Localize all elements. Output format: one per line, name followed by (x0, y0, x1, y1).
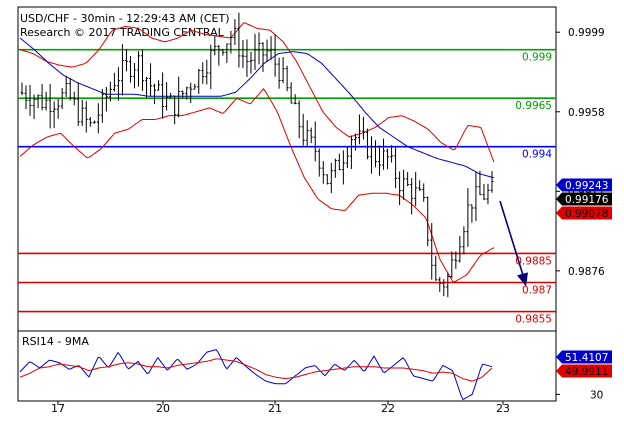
rsi-tag-1-label: 49.9911 (565, 366, 608, 378)
level-label-2: 0.994 (522, 149, 552, 161)
level-label-0: 0.999 (522, 52, 552, 64)
indicator-line-1 (19, 87, 495, 283)
candles-layer (20, 12, 494, 298)
rsi-tag-1-box (562, 364, 612, 378)
price-tag-1-box (562, 192, 612, 206)
rsi-panel-frame (17, 330, 557, 402)
price-tags-layer: 0.99243 0.99176 0.99078 (556, 178, 612, 220)
rsi-tag-0-pointer (556, 350, 562, 364)
rsi-tag-0-box (562, 350, 612, 364)
indicator-line-2 (19, 37, 495, 179)
level-label-3: 0.9885 (515, 255, 552, 267)
rsi-line-0 (19, 349, 493, 401)
time-axis: 17 20 21 22 23 (51, 401, 510, 415)
rsi-layer (19, 349, 493, 401)
indicator-line-0 (19, 21, 495, 163)
rsi-axis: 30 51.4107 49.9911 (556, 350, 612, 401)
price-tag-2-label: 0.99078 (565, 208, 608, 220)
rsi-tag-0-label: 51.4107 (565, 352, 608, 364)
forecast-arrow-head (517, 272, 528, 287)
price-tag-0-pointer (556, 178, 562, 192)
rsi-line-1 (19, 358, 493, 382)
price-tag-2-box (562, 206, 612, 220)
time-tick-label-2: 21 (268, 402, 282, 415)
time-tick-label-0: 17 (51, 402, 65, 415)
rsi-tick-label-0: 30 (590, 389, 603, 401)
price-tag-0-label: 0.99243 (565, 180, 608, 192)
level-label-5: 0.9855 (515, 314, 552, 326)
time-tick-label-4: 23 (496, 402, 510, 415)
time-tick-label-1: 20 (156, 402, 170, 415)
forecast-layer (499, 200, 528, 287)
price-tag-1-label: 0.99176 (565, 194, 609, 206)
price-panel-frame (17, 6, 557, 332)
time-tick-label-3: 22 (381, 402, 395, 415)
chart-header-credit: Research © 2017 TRADING CENTRAL (20, 26, 225, 39)
level-label-1: 0.9965 (515, 100, 552, 112)
chart-header-title: USD/CHF - 30min - 12:29:43 AM (CET) (20, 12, 230, 25)
levels-layer: 0.999 0.9965 0.994 0.9885 0.987 0.9855 (18, 48, 556, 326)
rsi-title: RSI14 - 9MA (22, 335, 89, 348)
price-tag-0-box (562, 178, 612, 192)
rsi-tag-1-pointer (556, 364, 562, 378)
indicator-layer (19, 21, 495, 283)
price-tick-label-1: 0.9958 (568, 107, 605, 119)
level-label-4: 0.987 (522, 284, 552, 296)
price-tag-1-pointer (556, 192, 562, 206)
price-tick-label-3: 0.9876 (568, 266, 605, 278)
price-tag-2-pointer (556, 206, 562, 220)
price-tick-label-0: 0.9999 (568, 27, 605, 39)
forecast-arrow-shaft (499, 200, 525, 279)
